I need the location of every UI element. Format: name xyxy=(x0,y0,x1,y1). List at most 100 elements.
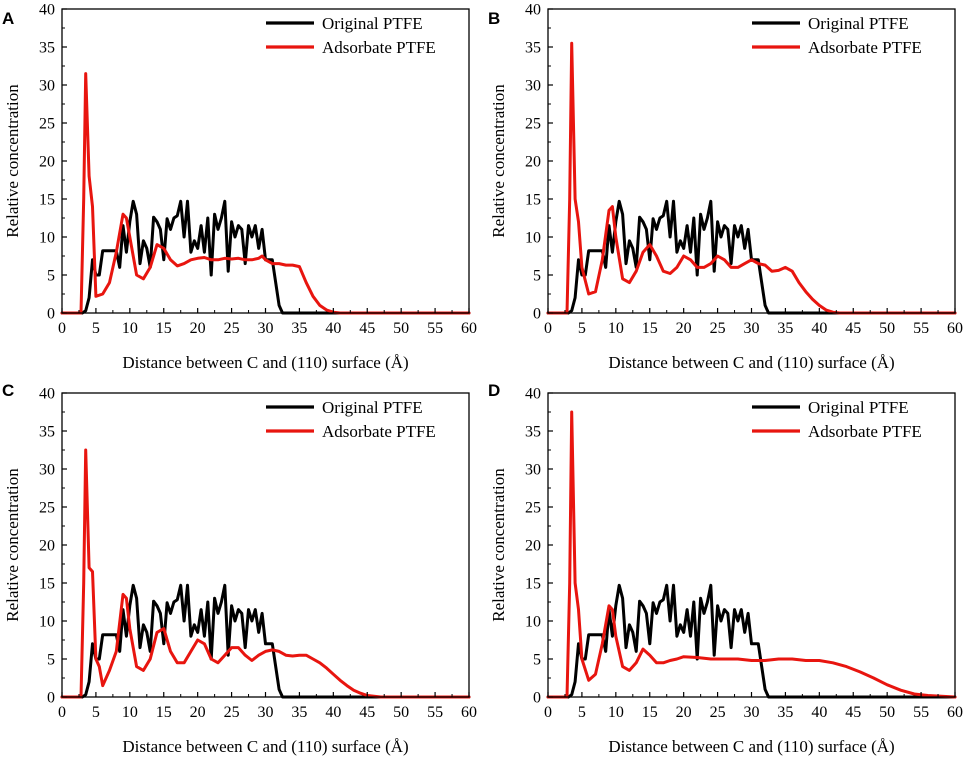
y-tick-label: 15 xyxy=(525,576,541,593)
x-tick-label: 20 xyxy=(676,704,692,721)
y-tick-label: 5 xyxy=(47,268,55,285)
x-tick-label: 15 xyxy=(642,704,658,721)
y-tick-label: 25 xyxy=(39,116,55,133)
x-tick-label: 30 xyxy=(744,320,760,337)
x-axis-label: Distance between C and (110) surface (Å) xyxy=(122,353,408,372)
series-original-ptfe-line xyxy=(60,583,471,699)
panel-d: D 0 5 10 15 20 25 30 35 40 45 50 55 60 0 5 10 15 20 25 30 35 4… xyxy=(488,381,963,756)
x-tick-label: 25 xyxy=(224,320,240,337)
y-axis-label: Relative concentration xyxy=(3,84,22,238)
y-tick-label: 25 xyxy=(525,500,541,517)
x-tick-label: 15 xyxy=(156,704,172,721)
x-tick-label: 5 xyxy=(92,704,100,721)
y-tick-label: 35 xyxy=(39,40,55,57)
x-tick-label: 40 xyxy=(811,704,827,721)
x-tick-label: 50 xyxy=(879,320,895,337)
y-tick-label: 20 xyxy=(525,538,541,555)
series-adsorbate-ptfe-line xyxy=(60,448,471,699)
x-tick-label: 10 xyxy=(608,704,624,721)
series-adsorbate-ptfe-line xyxy=(546,410,957,699)
y-tick-label: 30 xyxy=(525,78,541,95)
y-axis-label: Relative concentration xyxy=(3,468,22,622)
x-tick-label: 0 xyxy=(58,704,66,721)
x-tick-label: 0 xyxy=(544,320,552,337)
y-tick-label: 30 xyxy=(39,462,55,479)
panel-label: D xyxy=(488,381,500,400)
panel-b: B 0 5 10 15 20 25 30 35 40 45 50 55 60 0 5 10 15 20 25 30 35 4… xyxy=(488,2,963,373)
legend-label-original: Original PTFE xyxy=(322,14,423,33)
x-tick-label: 45 xyxy=(359,320,375,337)
x-tick-label: 35 xyxy=(291,320,307,337)
y-tick-label: 30 xyxy=(525,462,541,479)
x-tick-label: 55 xyxy=(427,320,443,337)
y-tick-label: 0 xyxy=(533,690,541,707)
y-tick-label: 40 xyxy=(39,386,55,403)
x-tick-label: 45 xyxy=(359,704,375,721)
y-axis-label: Relative concentration xyxy=(489,84,508,238)
legend-label-original: Original PTFE xyxy=(808,398,909,417)
x-tick-label: 5 xyxy=(578,704,586,721)
x-axis-label: Distance between C and (110) surface (Å) xyxy=(608,737,894,756)
x-tick-label: 45 xyxy=(845,320,861,337)
panel-a: A 0 5 10 15 20 25 30 35 40 45 50 55 60 0 5 10 15 20 25 30 35 4… xyxy=(2,2,477,373)
x-tick-label: 55 xyxy=(913,704,929,721)
panel-label: A xyxy=(2,9,14,28)
y-tick-label: 5 xyxy=(47,652,55,669)
x-tick-label: 55 xyxy=(427,704,443,721)
y-tick-label: 40 xyxy=(39,2,55,19)
legend-label-adsorbate: Adsorbate PTFE xyxy=(808,422,922,441)
legend-label-adsorbate: Adsorbate PTFE xyxy=(322,38,436,57)
y-tick-label: 10 xyxy=(525,614,541,631)
x-tick-label: 60 xyxy=(947,704,963,721)
x-tick-label: 30 xyxy=(258,704,274,721)
x-tick-label: 35 xyxy=(777,320,793,337)
x-tick-label: 50 xyxy=(393,320,409,337)
x-tick-label: 5 xyxy=(578,320,586,337)
legend-label-adsorbate: Adsorbate PTFE xyxy=(808,38,922,57)
panel-c: C 0 5 10 15 20 25 30 35 40 45 50 55 60 0 5 10 15 20 25 30 35 4… xyxy=(2,381,477,756)
x-tick-label: 0 xyxy=(544,704,552,721)
y-tick-label: 0 xyxy=(533,306,541,323)
x-axis-label: Distance between C and (110) surface (Å) xyxy=(122,737,408,756)
y-tick-label: 10 xyxy=(525,230,541,247)
x-tick-label: 10 xyxy=(122,320,138,337)
y-tick-label: 35 xyxy=(525,424,541,441)
y-tick-label: 40 xyxy=(525,386,541,403)
y-tick-label: 5 xyxy=(533,268,541,285)
x-tick-label: 15 xyxy=(642,320,658,337)
series-adsorbate-ptfe-line xyxy=(60,72,471,315)
x-tick-label: 60 xyxy=(461,320,477,337)
x-tick-label: 20 xyxy=(190,704,206,721)
x-tick-label: 25 xyxy=(710,320,726,337)
y-tick-label: 0 xyxy=(47,306,55,323)
x-tick-label: 25 xyxy=(224,704,240,721)
x-tick-label: 50 xyxy=(879,704,895,721)
x-tick-label: 15 xyxy=(156,320,172,337)
legend-label-original: Original PTFE xyxy=(808,14,909,33)
y-tick-label: 25 xyxy=(39,500,55,517)
x-tick-label: 20 xyxy=(190,320,206,337)
y-tick-label: 20 xyxy=(39,538,55,555)
x-tick-label: 30 xyxy=(258,320,274,337)
x-tick-label: 60 xyxy=(947,320,963,337)
series-original-ptfe-line xyxy=(546,583,957,699)
x-tick-label: 35 xyxy=(291,704,307,721)
x-tick-label: 0 xyxy=(58,320,66,337)
x-tick-label: 60 xyxy=(461,704,477,721)
y-tick-label: 40 xyxy=(525,2,541,19)
x-tick-label: 45 xyxy=(845,704,861,721)
x-tick-label: 55 xyxy=(913,320,929,337)
x-tick-label: 30 xyxy=(744,704,760,721)
x-tick-label: 5 xyxy=(92,320,100,337)
x-axis-label: Distance between C and (110) surface (Å) xyxy=(608,353,894,372)
x-tick-label: 40 xyxy=(325,320,341,337)
y-tick-label: 35 xyxy=(39,424,55,441)
y-tick-label: 0 xyxy=(47,690,55,707)
x-tick-label: 20 xyxy=(676,320,692,337)
series-adsorbate-ptfe-line xyxy=(546,41,957,315)
x-tick-label: 35 xyxy=(777,704,793,721)
y-tick-label: 10 xyxy=(39,230,55,247)
panel-label: C xyxy=(2,381,14,400)
panel-label: B xyxy=(488,9,500,28)
